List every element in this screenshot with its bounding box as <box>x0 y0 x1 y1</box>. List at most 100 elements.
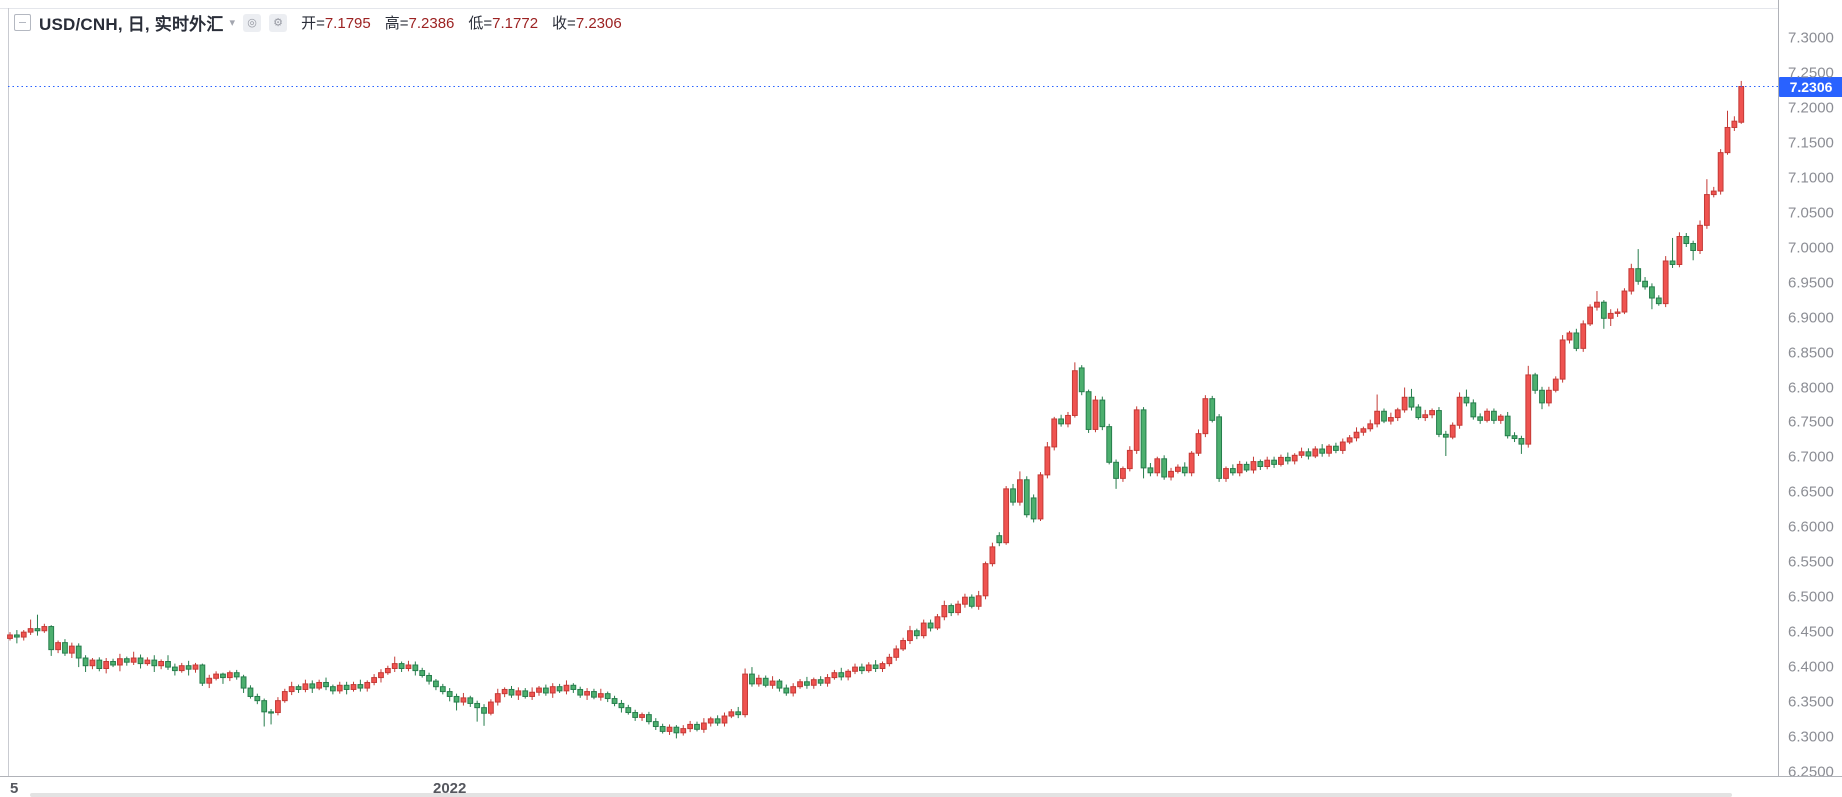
candle-body <box>1284 456 1291 462</box>
price-scale[interactable]: 7.2306 7.3000 7.2500 7.2000 7.1500 7.1000 7.0… <box>1778 0 1842 780</box>
candle-body <box>652 721 659 728</box>
candle-body <box>1539 389 1545 404</box>
candle-body <box>1175 466 1181 472</box>
price-axis-label: 6.7500 <box>1788 413 1834 431</box>
candle-body <box>1676 236 1683 265</box>
candle-body <box>769 680 776 686</box>
symbol-title[interactable]: USD/CNH, 日, 实时外汇 <box>39 15 224 34</box>
candle-body <box>632 712 639 718</box>
candle-body <box>975 595 982 607</box>
candle-body <box>556 686 563 692</box>
candle-body <box>1518 438 1525 445</box>
candle-body <box>529 691 536 697</box>
candle-body <box>329 686 336 692</box>
candle-body <box>1058 418 1065 425</box>
candle-body <box>1161 458 1168 478</box>
candle-body <box>1133 409 1140 451</box>
candle-body <box>1188 452 1195 474</box>
candle-body <box>481 707 487 714</box>
candle-body <box>130 657 137 663</box>
candle-body <box>666 726 673 732</box>
candle-body <box>199 664 206 684</box>
open-value: 7.1795 <box>324 15 371 32</box>
close-label: 收= <box>552 15 576 32</box>
price-axis-label: 6.9000 <box>1788 309 1834 327</box>
candle-body <box>1436 410 1442 435</box>
price-axis-label: 7.0500 <box>1788 204 1834 222</box>
candle-body <box>817 679 824 684</box>
candle-body <box>1120 468 1126 479</box>
candle-body <box>824 677 831 684</box>
candle-body <box>879 663 886 669</box>
candle-body <box>247 687 254 697</box>
candle-body <box>1614 311 1621 314</box>
candle-body <box>151 659 158 667</box>
candle-body <box>206 677 213 684</box>
candle-body <box>316 681 323 689</box>
pane-top-border <box>0 8 1842 9</box>
price-axis-label: 7.2500 <box>1788 64 1834 82</box>
candle-body <box>336 684 343 692</box>
candle-body <box>790 686 797 694</box>
candle-body <box>1168 470 1174 478</box>
settings-gear-icon[interactable]: ⚙ <box>269 13 288 32</box>
candle-body <box>1209 398 1216 421</box>
candle-body <box>1264 459 1271 467</box>
candle-body <box>1655 297 1662 305</box>
candle-body <box>213 673 219 679</box>
candle-body <box>694 723 700 730</box>
candle-body <box>597 693 604 698</box>
candle-body <box>426 674 432 682</box>
candle-body <box>1071 370 1078 416</box>
candle-body <box>673 726 680 734</box>
chevron-down-icon[interactable]: ▾ <box>229 17 236 29</box>
candle-body <box>281 691 288 702</box>
ohlc-readout: 开= 7.1795 高= 7.2386 低= 7.1772 收= 7.2306 <box>301 12 622 33</box>
candle-body <box>858 666 865 672</box>
candle-body <box>996 535 1003 544</box>
candle-body <box>1106 426 1113 463</box>
price-axis-label: 6.6000 <box>1788 518 1834 536</box>
candle-body <box>955 603 961 614</box>
candle-body <box>501 688 508 695</box>
candle-body <box>728 711 735 717</box>
candle-body <box>1442 433 1449 438</box>
price-axis-label: 7.3000 <box>1788 29 1834 47</box>
candle-body <box>1573 332 1580 349</box>
candle-body <box>398 663 405 669</box>
time-axis-label: 2022 <box>433 780 467 797</box>
candle-body <box>1147 467 1154 474</box>
candle-body <box>1587 306 1593 325</box>
candle-body <box>233 672 240 678</box>
candle-body <box>7 634 13 639</box>
legend-collapse-icon[interactable] <box>14 14 31 31</box>
candle-body <box>1085 391 1092 430</box>
candle-body <box>1223 468 1229 479</box>
candle-body <box>1635 268 1642 282</box>
candle-body <box>1642 280 1648 288</box>
candle-body <box>1195 433 1202 454</box>
candle-body <box>261 700 268 713</box>
candle-body <box>1278 456 1284 465</box>
candle-body <box>494 693 501 703</box>
candle-body <box>845 670 852 678</box>
candle-body <box>907 630 913 642</box>
candle-body <box>515 690 522 696</box>
candle-body <box>309 683 316 689</box>
candle-body <box>467 697 474 704</box>
candle-body <box>604 693 611 700</box>
candle-body <box>123 658 130 663</box>
candle-body <box>1477 416 1484 421</box>
candle-body <box>1491 410 1497 421</box>
horizontal-scrollbar[interactable] <box>30 793 1732 797</box>
price-axis-label: 6.4500 <box>1788 623 1834 641</box>
candle-body <box>474 702 481 709</box>
open-label: 开= <box>301 15 325 32</box>
candle-body <box>611 698 618 704</box>
candle-body <box>1415 406 1422 419</box>
candle-body <box>1600 301 1607 319</box>
candle-body <box>103 661 110 669</box>
eye-icon[interactable]: ◎ <box>243 13 262 32</box>
time-scale[interactable]: 5 2022 <box>0 776 1842 797</box>
